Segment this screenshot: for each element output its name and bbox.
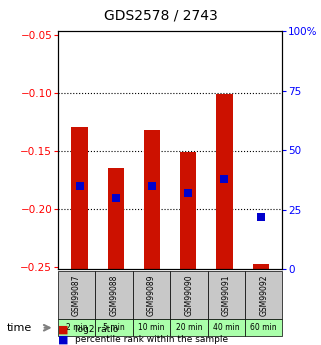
Text: GDS2578 / 2743: GDS2578 / 2743 xyxy=(104,9,217,22)
Bar xyxy=(180,152,196,269)
Point xyxy=(186,190,191,196)
Text: GSM99092: GSM99092 xyxy=(259,274,268,316)
Bar xyxy=(216,94,233,269)
Point xyxy=(113,195,118,200)
Text: time: time xyxy=(6,323,32,333)
Bar xyxy=(144,130,160,269)
Point xyxy=(77,183,82,189)
Text: 20 min: 20 min xyxy=(176,323,202,332)
Text: GSM99087: GSM99087 xyxy=(72,274,81,316)
Text: ■: ■ xyxy=(58,325,68,334)
Point xyxy=(258,214,263,219)
Bar xyxy=(71,127,88,269)
Text: 40 min: 40 min xyxy=(213,323,239,332)
Text: GSM99091: GSM99091 xyxy=(222,274,231,316)
Bar xyxy=(253,265,269,269)
Point xyxy=(150,183,155,189)
Text: ■: ■ xyxy=(58,335,68,345)
Text: GSM99090: GSM99090 xyxy=(184,274,193,316)
Text: log2 ratio: log2 ratio xyxy=(75,325,119,334)
Text: 10 min: 10 min xyxy=(138,323,165,332)
Text: percentile rank within the sample: percentile rank within the sample xyxy=(75,335,229,344)
Point xyxy=(222,176,227,181)
Text: 2 min: 2 min xyxy=(66,323,87,332)
Text: 60 min: 60 min xyxy=(250,323,277,332)
Text: GSM99089: GSM99089 xyxy=(147,274,156,316)
Text: 5 min: 5 min xyxy=(103,323,125,332)
Bar xyxy=(108,168,124,269)
Text: GSM99088: GSM99088 xyxy=(109,274,118,316)
